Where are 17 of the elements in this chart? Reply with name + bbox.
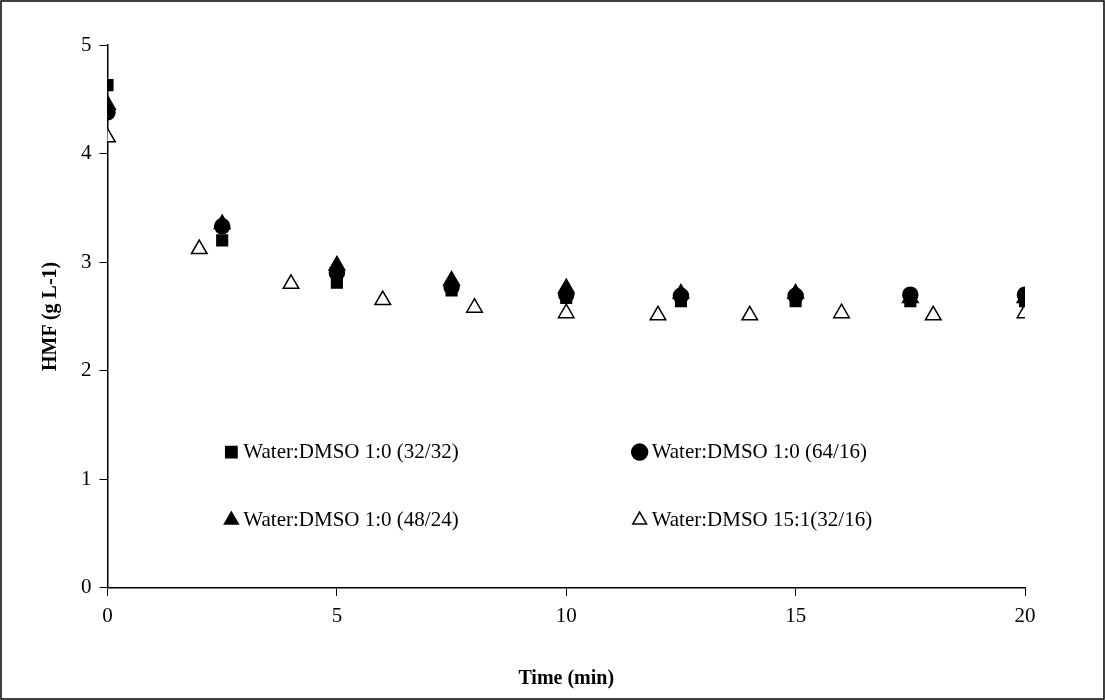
x-tick-label: 15 [785, 602, 807, 627]
x-tick-label: 0 [102, 602, 113, 627]
legend-label: Water:DMSO 1:0 (48/24) [243, 506, 459, 531]
y-tick-label: 3 [81, 248, 92, 273]
legend-label: Water:DMSO 15:1(32/16) [651, 506, 873, 531]
y-tick-label: 1 [81, 465, 92, 490]
y-tick-label: 2 [81, 357, 92, 382]
y-tick-label: 5 [81, 31, 92, 56]
legend-label: Water:DMSO 1:0 (32/32) [243, 438, 459, 463]
x-tick-label: 10 [555, 602, 577, 627]
x-tick-label: 5 [331, 602, 343, 627]
y-axis-title: HMF (g L-1) [38, 261, 62, 372]
x-axis-title: Time (min) [518, 666, 615, 690]
legend-label: Water:DMSO 1:0 (64/16) [651, 438, 867, 463]
y-tick-label: 0 [81, 574, 92, 599]
x-tick-label: 20 [1014, 602, 1036, 627]
y-tick-label: 4 [81, 140, 92, 165]
